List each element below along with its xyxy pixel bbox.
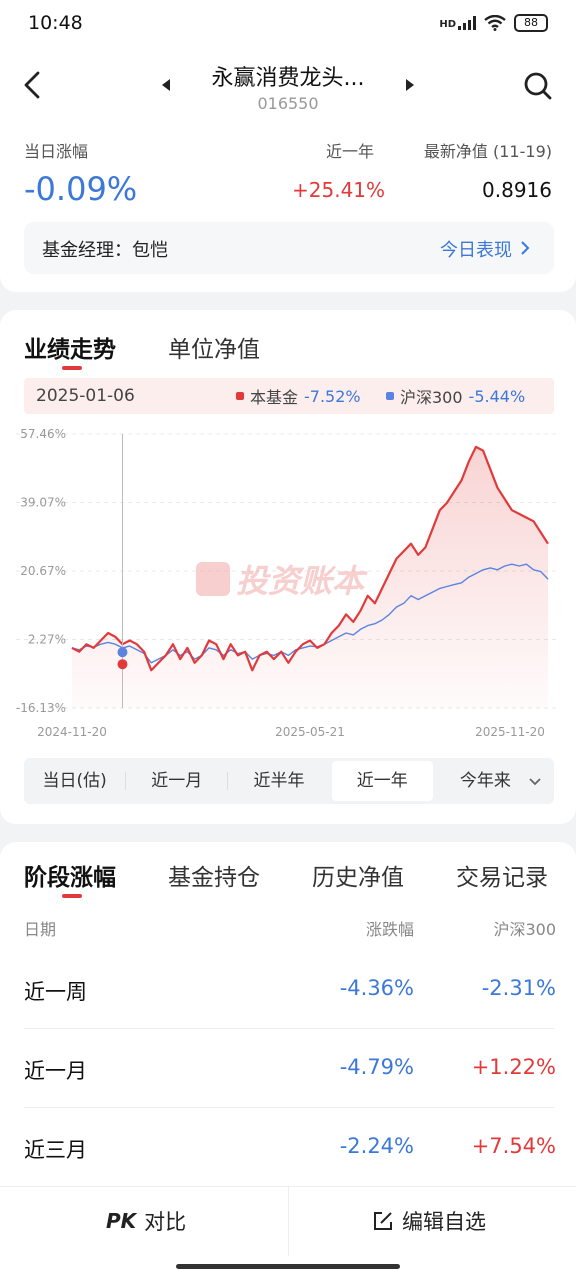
status-time: 10:48: [28, 12, 83, 34]
row-change: -4.79%: [339, 1055, 414, 1079]
legend-index-name: 沪深300: [400, 388, 463, 407]
range-separator: [227, 772, 229, 790]
y-tick-label: 57.46%: [20, 427, 66, 441]
crosshair-index-dot: [117, 647, 128, 658]
row-change: -4.36%: [339, 976, 414, 1000]
year-change-value: +25.41%: [292, 178, 386, 202]
table-row[interactable]: 近一月 -4.79% +1.22%: [0, 1029, 576, 1108]
performance-chart[interactable]: 57.46% 39.07% 20.67% 2.27% -16.13% 2024-11-20…: [0, 420, 576, 750]
chevron-down-icon: [529, 778, 541, 786]
y-tick-label: 2.27%: [28, 632, 66, 646]
row-period: 近三月: [24, 1138, 87, 1162]
signal-label: HD: [439, 19, 456, 30]
tab-underline: [62, 366, 82, 370]
tab-trade-records[interactable]: 交易记录: [456, 865, 548, 891]
compare-label: 对比: [144, 1210, 187, 1234]
legend-index-swatch: [386, 392, 394, 400]
edit-watchlist-label: 编辑自选: [402, 1210, 486, 1234]
fund-code: 016550: [257, 94, 319, 113]
legend-date: 2025-01-06: [36, 386, 135, 406]
range-option-dropdown[interactable]: 今年来: [435, 761, 554, 801]
fund-area: [72, 446, 548, 708]
range-separator: [125, 772, 127, 790]
row-period: 近一周: [24, 980, 87, 1004]
daily-change-value: -0.09%: [24, 170, 138, 208]
y-tick-label: -16.13%: [16, 701, 66, 715]
battery-icon: 88: [514, 14, 548, 32]
tab-holdings[interactable]: 基金持仓: [168, 865, 260, 891]
row-divider: [24, 1107, 554, 1108]
status-bar: [0, 0, 576, 52]
latest-nav-label: 最新净值 (11-19): [423, 142, 552, 161]
range-option[interactable]: 近一年: [331, 761, 433, 801]
status-icons: HD 88: [439, 14, 548, 32]
tab-underline-bottom: [62, 894, 82, 898]
manager-label: 基金经理：包恺: [42, 240, 168, 261]
legend-fund-name: 本基金: [250, 388, 299, 407]
tab-performance[interactable]: 业绩走势: [24, 337, 116, 363]
row-period: 近一月: [24, 1059, 87, 1083]
edit-watchlist-button[interactable]: 编辑自选: [372, 1206, 486, 1236]
range-option[interactable]: 近半年: [253, 771, 305, 791]
tab-stage-change[interactable]: 阶段涨幅: [24, 865, 116, 891]
crosshair-fund-dot: [117, 659, 128, 670]
row-index-change: -2.31%: [481, 976, 556, 1000]
range-option[interactable]: 当日(估): [42, 771, 107, 791]
legend-index: 沪深300 -5.44%: [386, 384, 525, 408]
legend-index-value: -5.44%: [468, 386, 526, 406]
latest-nav-value: 0.8916: [482, 178, 552, 202]
col-header-change: 涨跌幅: [365, 920, 414, 939]
edit-icon: [374, 1212, 392, 1230]
action-divider: [288, 1186, 289, 1256]
range-selector: 当日(估) 近一月 近半年 近一年 今年来: [24, 758, 554, 804]
tab-history-nav[interactable]: 历史净值: [312, 865, 404, 891]
index-line: [71, 563, 549, 664]
x-tick-label: 2025-05-21: [275, 725, 345, 739]
y-tick-label: 20.67%: [20, 564, 66, 578]
y-tick-label: 39.07%: [20, 495, 66, 509]
table-row[interactable]: 近一周 -4.36% -2.31%: [0, 950, 576, 1029]
daily-change-label: 当日涨幅: [24, 142, 89, 161]
legend-fund: 本基金 -7.52%: [236, 384, 361, 408]
back-icon[interactable]: [20, 70, 46, 100]
year-change-label: 近一年: [326, 142, 375, 161]
row-index-change: +7.54%: [471, 1134, 556, 1158]
tab-unit-nav[interactable]: 单位净值: [168, 337, 260, 363]
col-header-period: 日期: [24, 920, 57, 939]
next-fund-icon[interactable]: [404, 78, 416, 92]
watermark-text: 投资账本: [236, 562, 365, 600]
legend-fund-value: -7.52%: [304, 386, 361, 406]
range-option[interactable]: 近一月: [151, 771, 203, 791]
row-index-change: +1.22%: [471, 1055, 556, 1079]
pk-icon: PK: [106, 1209, 137, 1233]
watermark: 投资账本: [196, 556, 364, 602]
row-change: -2.24%: [339, 1134, 414, 1158]
prev-fund-icon[interactable]: [160, 78, 172, 92]
manager-box[interactable]: [24, 222, 554, 274]
legend-fund-swatch: [236, 392, 244, 400]
fund-line: [71, 445, 549, 672]
signal-icon: HD: [439, 16, 476, 30]
compare-button[interactable]: PK 对比: [106, 1206, 186, 1236]
x-tick-label: 2025-11-20: [475, 725, 545, 739]
chart-legend-bar: [24, 378, 554, 414]
search-icon[interactable]: [522, 70, 554, 102]
today-performance-link[interactable]: 今日表现: [440, 240, 512, 261]
table-row[interactable]: 近三月 -2.24% +7.54%: [0, 1108, 576, 1187]
fund-title: 永赢消费龙头...: [211, 66, 365, 91]
wifi-icon: [484, 15, 506, 31]
home-indicator: [176, 1264, 400, 1269]
col-header-index: 沪深300: [493, 920, 556, 939]
watermark-logo-icon: [196, 562, 230, 596]
x-tick-label: 2024-11-20: [37, 725, 107, 739]
chevron-right-icon: [521, 241, 530, 255]
row-divider: [24, 1028, 554, 1029]
